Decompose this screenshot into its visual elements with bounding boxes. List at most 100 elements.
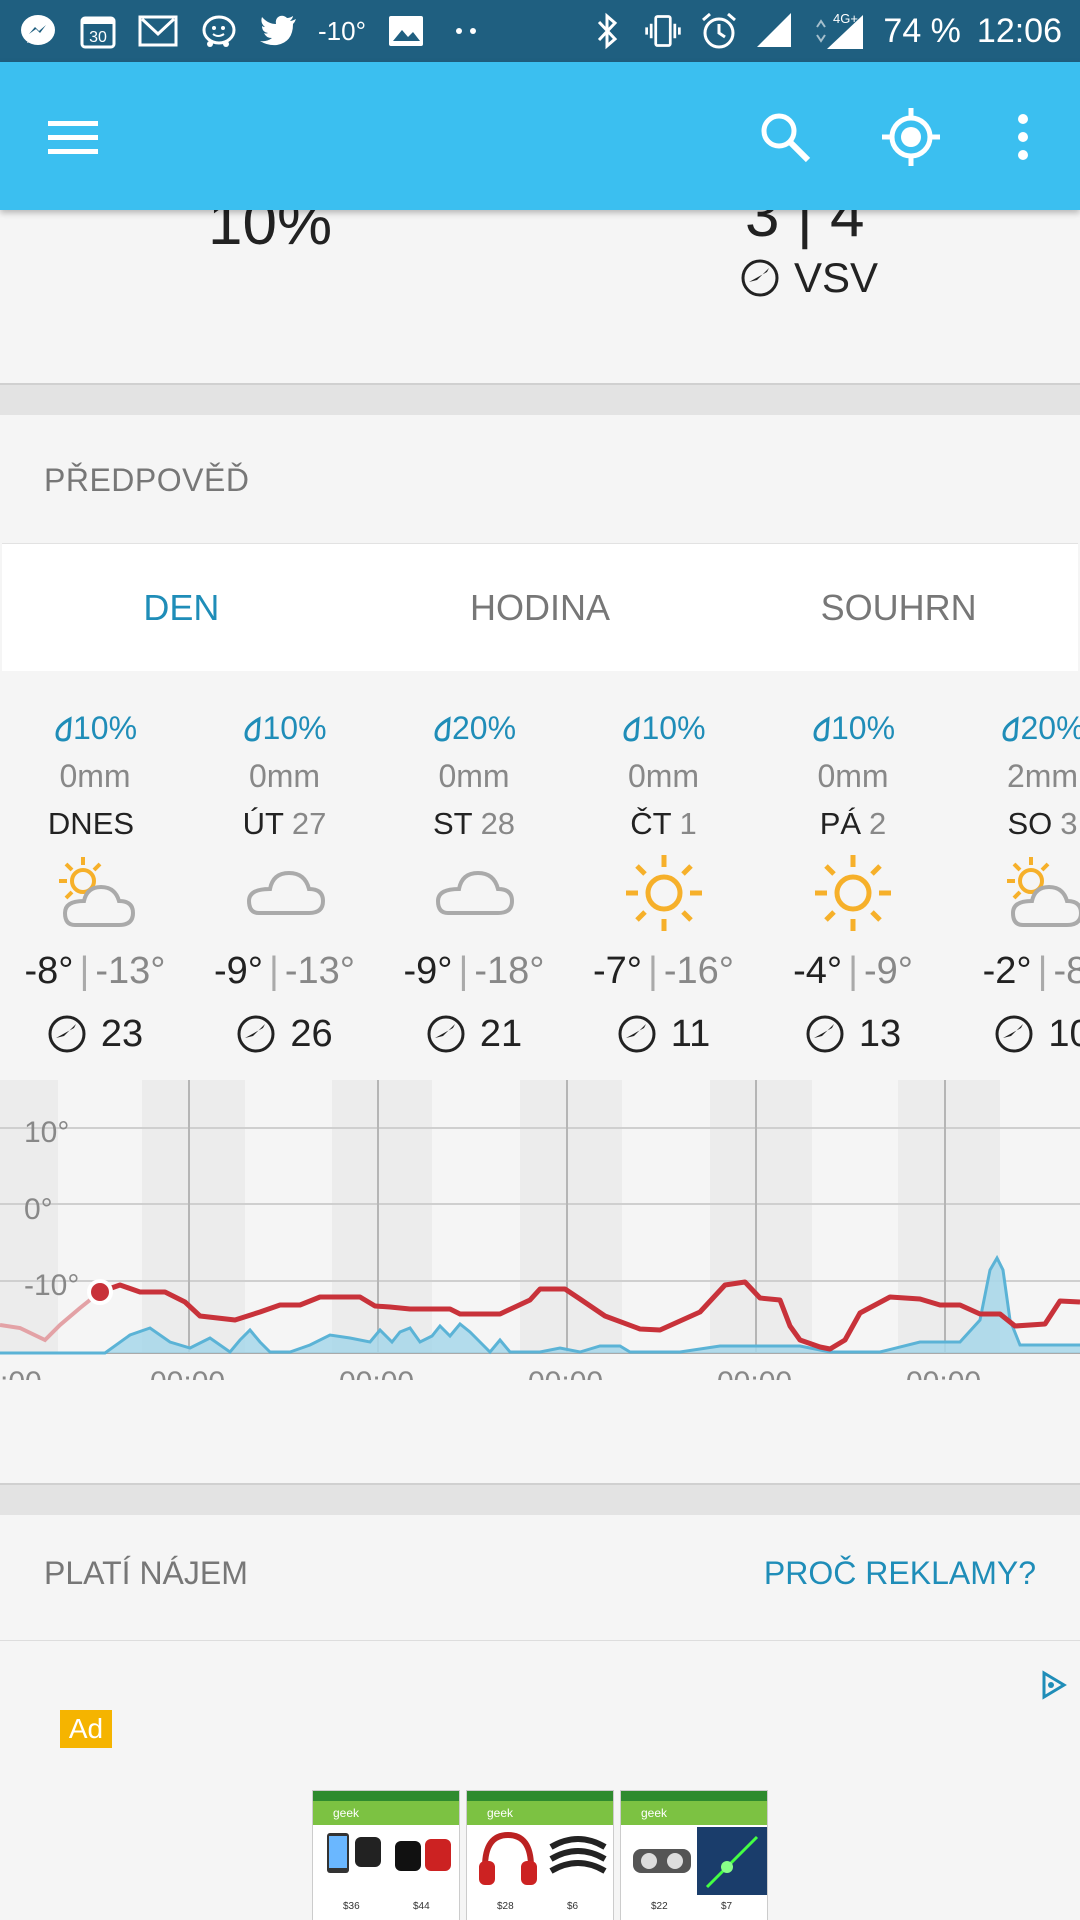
temp-low: -18° — [474, 950, 545, 992]
waze-icon — [198, 11, 238, 51]
network-type: 4G+ — [833, 11, 858, 26]
calendar-icon: 30 — [78, 11, 118, 51]
precip-amount: 0mm — [438, 758, 510, 794]
precip-value: 10% — [262, 710, 327, 746]
day-date: 1 — [679, 806, 697, 841]
adchoices-icon[interactable] — [1034, 1665, 1074, 1705]
menu-icon — [48, 121, 98, 154]
headlamp-image — [633, 1849, 691, 1873]
sun-icon — [758, 847, 948, 939]
precip-chance: 10% — [190, 705, 380, 751]
thumb-price: $28 — [497, 1901, 514, 1912]
current-left-value: 10% — [208, 210, 333, 258]
day-column[interactable]: 10% 0mm DNES -8° | -13° 23 — [0, 705, 190, 1065]
partly-cloudy-icon — [948, 847, 1080, 939]
x-tick-label: 00:00 — [150, 1366, 225, 1380]
wind-direction-icon — [48, 1015, 86, 1053]
current-right-value: 3 | 4 — [745, 210, 865, 250]
day-temps: -4° | -9° — [793, 950, 913, 992]
y-tick-label: 10° — [24, 1116, 69, 1149]
precip-value: 20% — [451, 710, 517, 746]
day-date: 2 — [869, 806, 887, 841]
day-name: ČT 1 — [569, 801, 759, 847]
ad-creative[interactable]: geek $36 $44 geek $28 $6 geek $22 $7 — [312, 1790, 768, 1920]
night-band — [0, 1080, 58, 1353]
ad-badge: Ad — [60, 1710, 112, 1748]
day-temps: -8° | -13° — [24, 950, 166, 992]
precip-value: 10% — [641, 710, 706, 746]
day-column[interactable]: 20% 0mm ST 28 -9° | -18° 21 — [379, 705, 569, 1065]
day-temps: -9° | -18° — [403, 950, 545, 992]
precip-value: 20% — [1020, 710, 1080, 746]
day-label: ČT — [630, 806, 672, 841]
menu-button[interactable] — [38, 102, 108, 172]
sun-icon — [569, 847, 759, 939]
ad-thumbnail: geek $28 $6 — [466, 1790, 614, 1920]
day-label: ÚT — [242, 806, 284, 841]
bluetooth-icon — [587, 11, 627, 51]
wind-direction-label: VSV — [794, 254, 879, 301]
smartwatch-image — [395, 1839, 451, 1871]
day-wind: 21 — [379, 1003, 569, 1065]
temp-low: -13° — [284, 950, 355, 992]
precip-chance: 10% — [569, 705, 759, 751]
alarm-icon — [699, 11, 739, 51]
day-label: DNES — [47, 806, 135, 841]
raindrop-icon — [55, 716, 72, 742]
day-column[interactable]: 10% 0mm PÁ 2 -4° | -9° 13 — [758, 705, 948, 1065]
tab-den[interactable]: DEN — [143, 586, 220, 628]
vibrate-icon — [643, 11, 683, 51]
day-name: ÚT 27 — [190, 801, 380, 847]
more-options-button[interactable] — [988, 102, 1058, 172]
twitter-icon — [258, 11, 298, 51]
wind-direction-icon — [995, 1015, 1033, 1053]
precip-amount: 0mm — [59, 758, 131, 794]
precip-line — [0, 1254, 1080, 1355]
day-date: 27 — [291, 806, 327, 841]
day-forecast-list: 10% 0mm DNES -8° | -13° 23 10% 0mm ÚT 27 -9° | -13° 26… — [0, 705, 1080, 1075]
day-column[interactable]: 20% 2mm SO3 -2°|-8° 10 — [948, 705, 1080, 1065]
day-name: DNES — [0, 801, 190, 847]
night-band — [520, 1080, 622, 1353]
forecast-tabs: DEN HODINA SOUHRN — [2, 543, 1078, 671]
ad-section-title: PLATÍ NÁJEM — [44, 1555, 248, 1591]
thumb-price: $44 — [413, 1901, 430, 1912]
wind-direction-icon — [237, 1015, 275, 1053]
y-tick-label: 0° — [24, 1193, 53, 1226]
wind-speed: 11 — [670, 1012, 711, 1055]
locate-button[interactable] — [876, 102, 946, 172]
wind-speed: 23 — [100, 1012, 144, 1055]
tab-souhrn[interactable]: SOUHRN — [820, 586, 977, 628]
ad-card: PLATÍ NÁJEM PROČ REKLAMY? Ad geek $36 $4… — [0, 1515, 1080, 1920]
precip-chance: 10% — [758, 705, 948, 751]
temperature-line — [99, 1279, 1080, 1352]
thumb-price: $7 — [721, 1901, 733, 1912]
tab-hodina[interactable]: HODINA — [470, 586, 611, 628]
day-wind: 26 — [190, 1003, 380, 1065]
day-label: ST — [432, 806, 473, 841]
thumb-price: $6 — [567, 1901, 579, 1912]
gallery-icon — [386, 11, 426, 51]
day-column[interactable]: 10% 0mm ČT 1 -7° | -16° 11 — [569, 705, 759, 1065]
headphones-image — [479, 1831, 537, 1885]
thumb-app-title: geek — [313, 1801, 459, 1825]
x-tick-label: :00 — [0, 1366, 42, 1380]
wind-direction-icon — [741, 259, 779, 297]
x-tick-label: 00:00 — [339, 1366, 414, 1380]
temp-high: -9° — [403, 950, 453, 992]
raindrop-icon — [434, 716, 451, 742]
day-column[interactable]: 10% 0mm ÚT 27 -9° | -13° 26 — [190, 705, 380, 1065]
search-button[interactable] — [750, 102, 820, 172]
why-ads-link[interactable]: PROČ REKLAMY? — [763, 1555, 1036, 1591]
past-temp-line — [0, 1290, 102, 1343]
raindrop-icon — [623, 716, 641, 742]
day-date: 28 — [480, 806, 516, 841]
wind-speed: 10 — [1048, 1012, 1080, 1055]
headphones-image — [549, 1836, 607, 1874]
precip-amount: 0mm — [817, 758, 889, 794]
signal-4g-icon: 4G+ — [811, 11, 867, 51]
thumb-price: $22 — [651, 1901, 668, 1912]
precip-chance: 20% — [379, 705, 569, 751]
night-band — [332, 1080, 432, 1353]
ad-thumbnail: geek $36 $44 — [312, 1790, 460, 1920]
